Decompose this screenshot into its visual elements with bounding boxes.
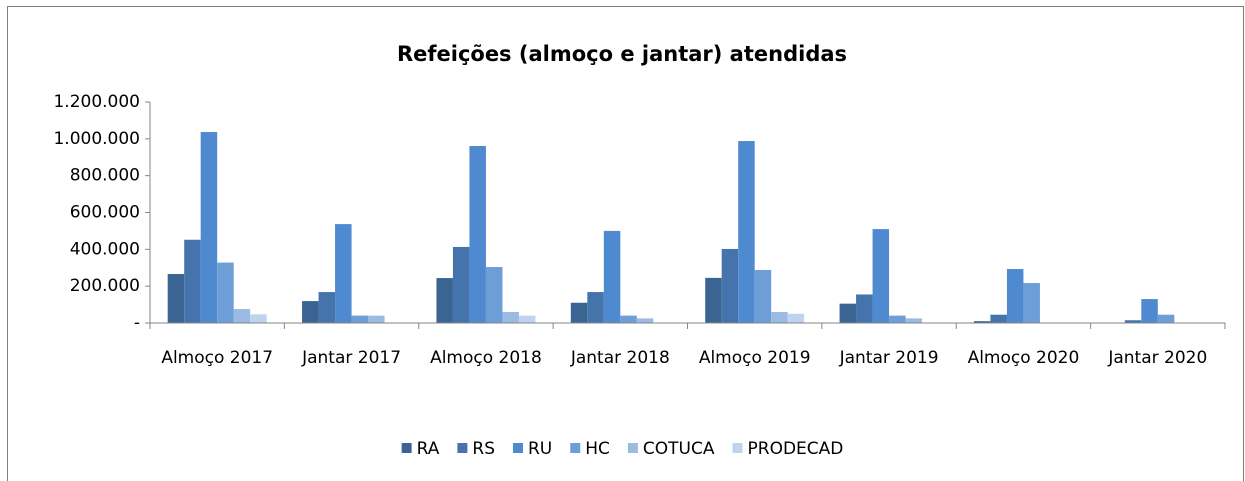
bar bbox=[587, 292, 604, 323]
bar bbox=[990, 314, 1007, 323]
bar bbox=[721, 248, 739, 323]
bar bbox=[351, 315, 369, 323]
bar bbox=[217, 262, 234, 323]
legend-swatch bbox=[401, 443, 412, 453]
bar bbox=[620, 315, 637, 323]
y-tick-label: 600.000 bbox=[70, 203, 140, 223]
bar bbox=[872, 229, 890, 323]
bar bbox=[318, 292, 336, 323]
bar bbox=[705, 277, 722, 323]
x-tick-label: Jantar 2019 bbox=[839, 348, 939, 368]
y-tick-label: 200.000 bbox=[70, 276, 140, 296]
bar bbox=[1141, 299, 1158, 323]
bar bbox=[570, 302, 588, 323]
bar bbox=[787, 313, 805, 323]
x-tick-label: Jantar 2018 bbox=[570, 348, 670, 368]
y-tick-label: 1.000.000 bbox=[53, 129, 140, 149]
bar bbox=[485, 267, 503, 323]
legend-swatch bbox=[513, 443, 523, 453]
bar bbox=[436, 278, 453, 323]
y-tick-label: - bbox=[134, 313, 140, 333]
bar bbox=[518, 315, 536, 323]
bar bbox=[738, 141, 755, 323]
bar bbox=[754, 269, 772, 323]
legend-label: RU bbox=[528, 439, 552, 459]
x-tick-label: Almoço 2020 bbox=[968, 348, 1080, 368]
y-tick-label: 1.200.000 bbox=[53, 92, 140, 112]
bar bbox=[368, 315, 385, 323]
x-tick-label: Almoço 2018 bbox=[430, 348, 542, 368]
bar bbox=[200, 132, 218, 323]
bar bbox=[502, 311, 519, 323]
bar bbox=[603, 230, 621, 323]
x-tick-label: Jantar 2017 bbox=[301, 348, 401, 368]
bar bbox=[233, 309, 251, 323]
bar bbox=[636, 318, 654, 323]
legend-swatch bbox=[570, 443, 581, 453]
legend-label: COTUCA bbox=[643, 439, 715, 459]
legend-swatch bbox=[627, 443, 638, 453]
bar bbox=[250, 314, 267, 323]
bar bbox=[167, 274, 185, 323]
legend-swatch bbox=[457, 443, 468, 453]
legend-swatch bbox=[732, 443, 743, 453]
bar bbox=[302, 301, 319, 323]
bar bbox=[1124, 320, 1142, 323]
bar bbox=[1006, 269, 1024, 323]
legend-label: RS bbox=[472, 439, 495, 459]
bar bbox=[771, 311, 788, 323]
bar bbox=[889, 315, 906, 323]
y-tick-label: 800.000 bbox=[70, 166, 140, 186]
bar bbox=[1023, 283, 1040, 323]
bar bbox=[1157, 314, 1175, 323]
legend: RA RS RU HC COTUCA PRODECAD bbox=[401, 439, 844, 459]
bar bbox=[452, 246, 470, 323]
legend-label: PRODECAD bbox=[748, 439, 844, 459]
bar bbox=[335, 224, 352, 323]
bar bbox=[905, 318, 923, 323]
y-tick-label: 400.000 bbox=[70, 239, 140, 259]
legend-label: HC bbox=[585, 439, 610, 459]
x-tick-label: Almoço 2017 bbox=[161, 348, 273, 368]
bar bbox=[973, 321, 991, 323]
legend-label: RA bbox=[417, 439, 440, 459]
x-tick-label: Almoço 2019 bbox=[699, 348, 811, 368]
bar bbox=[184, 239, 201, 323]
x-tick-label: Jantar 2020 bbox=[1107, 348, 1207, 368]
bar bbox=[839, 303, 857, 323]
bar bbox=[856, 294, 873, 323]
chart-title: Refeições (almoço e jantar) atendidas bbox=[397, 42, 847, 66]
bar bbox=[469, 146, 486, 323]
